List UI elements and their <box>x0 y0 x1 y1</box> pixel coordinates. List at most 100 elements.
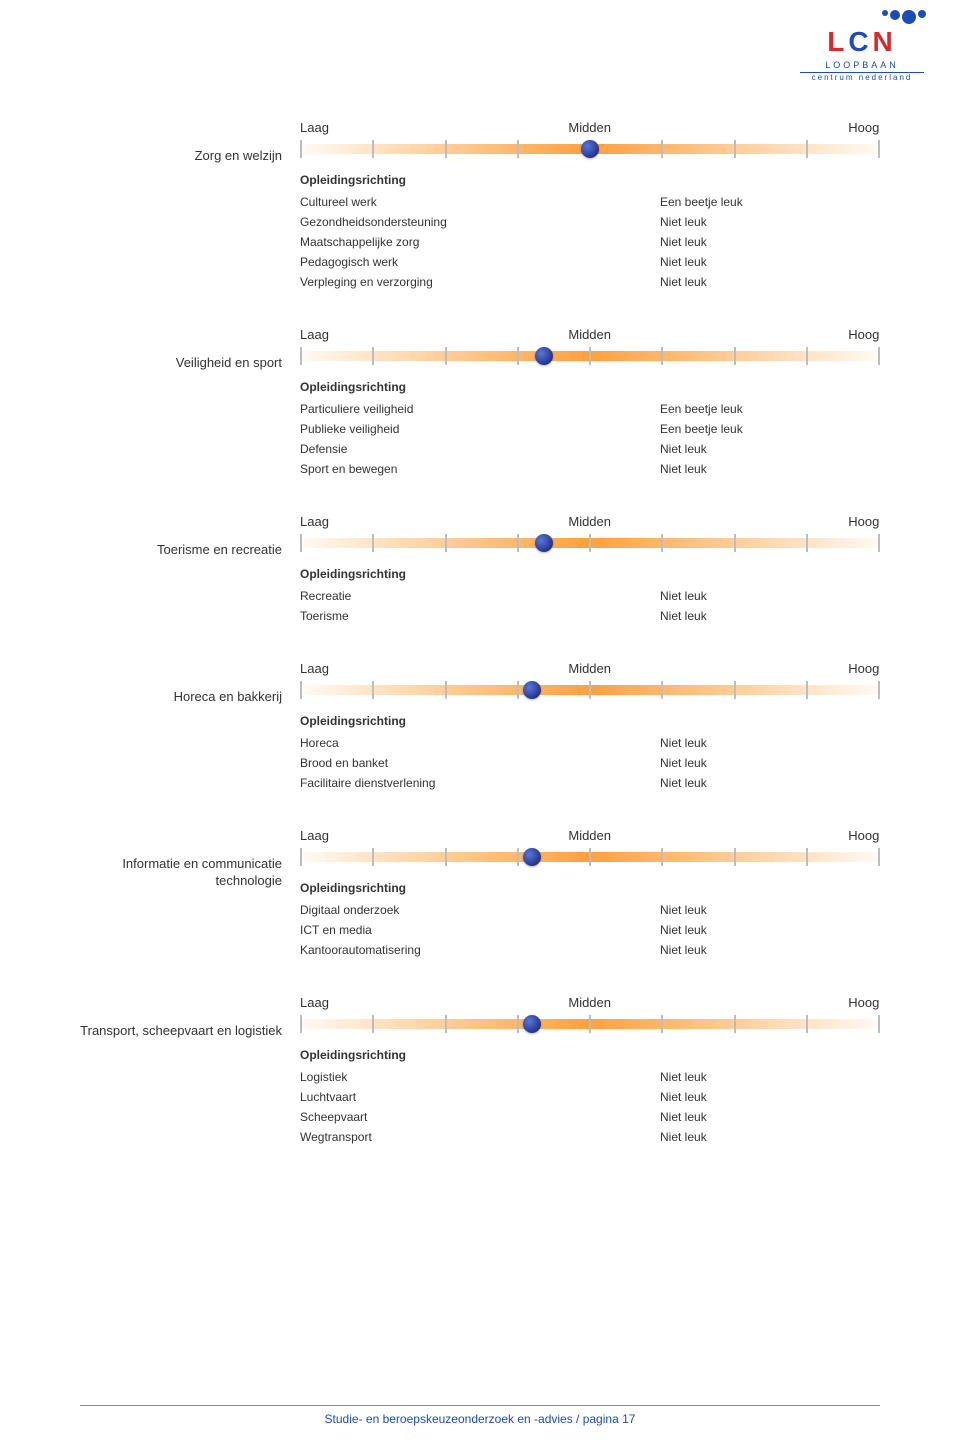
slider-tick <box>806 848 808 866</box>
item-value: Niet leuk <box>660 1130 880 1144</box>
section-body: LaagMiddenHoog Opleidingsrichting HorecaNi… <box>300 661 880 796</box>
item-row: Digitaal onderzoekNiet leuk <box>300 903 880 917</box>
item-label: ICT en media <box>300 923 660 937</box>
scale-label-hoog: Hoog <box>686 661 879 676</box>
slider-tick <box>734 1015 736 1033</box>
scale-label-hoog: Hoog <box>686 514 879 529</box>
slider-tick <box>372 140 374 158</box>
logo-centrum: centrum nederland <box>792 73 932 82</box>
item-value: Niet leuk <box>660 756 880 770</box>
section: Horeca en bakkerijLaagMiddenHoogOpleidin… <box>80 661 880 796</box>
scale-label-hoog: Hoog <box>686 120 879 135</box>
scale-label-midden: Midden <box>493 514 686 529</box>
slider-tick <box>661 848 663 866</box>
slider-tick <box>734 140 736 158</box>
opleidingsrichting-header: Opleidingsrichting <box>300 380 880 394</box>
scale-labels: LaagMiddenHoog <box>300 828 880 843</box>
item-row: Facilitaire dienstverleningNiet leuk <box>300 776 880 790</box>
item-value: Niet leuk <box>660 1070 880 1084</box>
slider-tick <box>806 140 808 158</box>
section-title: Veiligheid en sport <box>80 327 300 482</box>
section-body: LaagMiddenHoogOpleidingsrichtingDigitaal… <box>300 828 880 963</box>
slider-tick <box>734 534 736 552</box>
slider-tick <box>445 534 447 552</box>
item-value: Niet leuk <box>660 589 880 603</box>
logo-letters: LCN <box>792 26 932 58</box>
item-label: Scheepvaart <box>300 1110 660 1124</box>
score-slider <box>300 1014 880 1034</box>
scale-labels: LaagMiddenHoog <box>300 661 880 676</box>
scale-label-midden: Midden <box>493 327 686 342</box>
opleidingsrichting-header: Opleidingsrichting <box>300 173 880 187</box>
section-title: Toerisme en recreatie <box>80 514 300 629</box>
section: Zorg en welzijnLaagMiddenHoogOpleidingsr… <box>80 120 880 295</box>
slider-dot <box>535 347 553 365</box>
item-row: DefensieNiet leuk <box>300 442 880 456</box>
item-label: Pedagogisch werk <box>300 255 660 269</box>
slider-dot <box>523 681 541 699</box>
scale-label-hoog: Hoog <box>686 327 879 342</box>
item-row: Brood en banketNiet leuk <box>300 756 880 770</box>
slider-tick <box>372 1015 374 1033</box>
slider-tick <box>661 681 663 699</box>
item-label: Facilitaire dienstverlening <box>300 776 660 790</box>
slider-tick <box>589 681 591 699</box>
item-row: Sport en bewegenNiet leuk <box>300 462 880 476</box>
item-row: LuchtvaartNiet leuk <box>300 1090 880 1104</box>
item-value: Niet leuk <box>660 943 880 957</box>
slider-tick <box>517 1015 519 1033</box>
slider-dot <box>581 140 599 158</box>
slider-tick <box>661 347 663 365</box>
item-label: Digitaal onderzoek <box>300 903 660 917</box>
slider-ticks <box>300 847 880 867</box>
score-slider <box>300 847 880 867</box>
slider-ticks <box>300 680 880 700</box>
slider-tick <box>589 347 591 365</box>
logo: LCN LOOPBAAN centrum nederland <box>792 10 932 82</box>
item-row: RecreatieNiet leuk <box>300 589 880 603</box>
item-value: Een beetje leuk <box>660 422 880 436</box>
slider-ticks <box>300 533 880 553</box>
slider-tick <box>589 534 591 552</box>
footer: Studie- en beroepskeuzeonderzoek en -adv… <box>80 1405 880 1426</box>
item-value: Niet leuk <box>660 255 880 269</box>
slider-ticks <box>300 1014 880 1034</box>
slider-tick <box>878 681 880 699</box>
section-body: LaagMiddenHoog Opleidingsrichting Logistie… <box>300 995 880 1150</box>
scale-labels: LaagMiddenHoog <box>300 995 880 1010</box>
item-row: Publieke veiligheidEen beetje leuk <box>300 422 880 436</box>
item-row: Verpleging en verzorgingNiet leuk <box>300 275 880 289</box>
item-label: Horeca <box>300 736 660 750</box>
slider-tick <box>300 347 302 365</box>
scale-label-laag: Laag <box>300 327 493 342</box>
logo-sub: LOOPBAAN <box>792 60 932 70</box>
slider-tick <box>517 681 519 699</box>
slider-tick <box>445 848 447 866</box>
item-row: ToerismeNiet leuk <box>300 609 880 623</box>
section: Informatie en communicatie technologieLa… <box>80 828 880 963</box>
opleidingsrichting-header: Opleidingsrichting <box>300 714 880 728</box>
item-label: Verpleging en verzorging <box>300 275 660 289</box>
scale-label-hoog: Hoog <box>686 995 879 1010</box>
item-label: Brood en banket <box>300 756 660 770</box>
item-value: Niet leuk <box>660 235 880 249</box>
section-title: Transport, scheepvaart en logistiek <box>80 995 300 1150</box>
slider-ticks <box>300 346 880 366</box>
item-row: Pedagogisch werkNiet leuk <box>300 255 880 269</box>
item-value: Niet leuk <box>660 736 880 750</box>
item-value: Niet leuk <box>660 215 880 229</box>
item-label: Particuliere veiligheid <box>300 402 660 416</box>
item-label: Logistiek <box>300 1070 660 1084</box>
section-body: LaagMiddenHoog Opleidingsrichting Particul… <box>300 327 880 482</box>
slider-dot <box>523 1015 541 1033</box>
item-label: Luchtvaart <box>300 1090 660 1104</box>
slider-tick <box>878 534 880 552</box>
item-row: GezondheidsondersteuningNiet leuk <box>300 215 880 229</box>
slider-tick <box>661 140 663 158</box>
scale-label-hoog: Hoog <box>686 828 879 843</box>
slider-tick <box>300 848 302 866</box>
slider-tick <box>300 534 302 552</box>
scale-label-laag: Laag <box>300 828 493 843</box>
opleidingsrichting-header: Opleidingsrichting <box>300 1048 880 1062</box>
slider-tick <box>806 347 808 365</box>
